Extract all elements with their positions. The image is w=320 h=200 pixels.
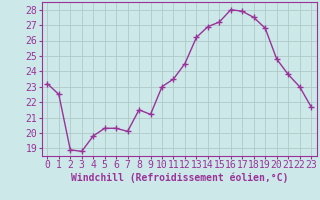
X-axis label: Windchill (Refroidissement éolien,°C): Windchill (Refroidissement éolien,°C)	[70, 173, 288, 183]
